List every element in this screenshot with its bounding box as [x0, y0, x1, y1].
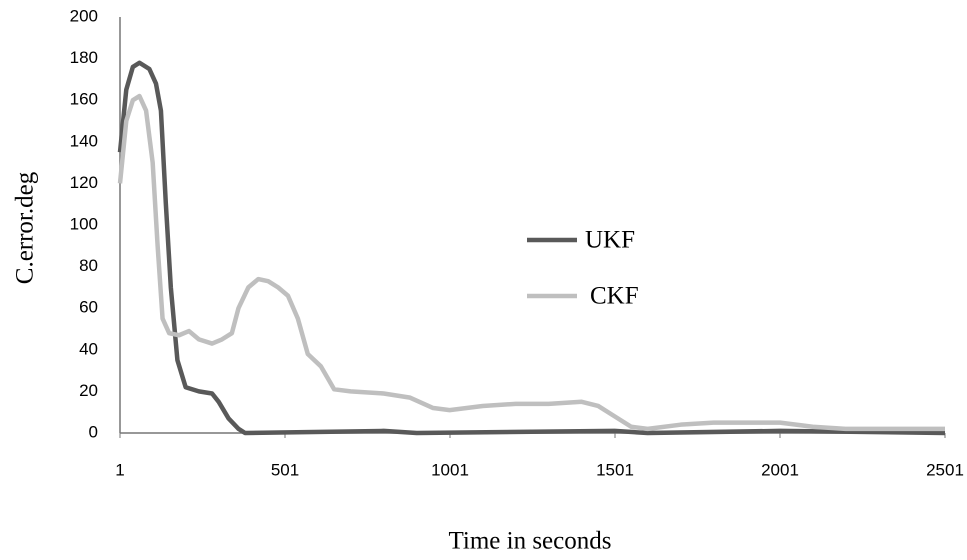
y-axis-title: C.error.deg — [12, 171, 39, 284]
line-series — [117, 93, 945, 432]
line-series — [117, 60, 946, 436]
y-tick-label: 0 — [89, 422, 98, 441]
y-tick-label: 40 — [79, 339, 98, 358]
y-tick-label: 60 — [79, 298, 98, 317]
y-tick-label: 120 — [70, 173, 98, 192]
x-tick-label: 1501 — [596, 460, 634, 479]
x-tick-label: 501 — [271, 460, 299, 479]
x-tick-label: 1 — [115, 460, 124, 479]
x-tick-label: 2501 — [926, 460, 964, 479]
y-tick-label: 160 — [70, 90, 98, 109]
x-axis-title: Time in seconds — [449, 528, 612, 555]
y-tick-label: 80 — [79, 256, 98, 275]
y-tick-label: 100 — [70, 214, 98, 233]
x-tick-label: 2001 — [761, 460, 799, 479]
x-tick-label: 1001 — [431, 460, 469, 479]
y-tick-label: 200 — [70, 6, 98, 25]
y-tick-label: 140 — [70, 131, 98, 150]
legend-label: CKF — [590, 283, 639, 310]
y-tick-label: 20 — [79, 381, 98, 400]
legend-label: UKF — [585, 227, 635, 254]
y-tick-label: 180 — [70, 48, 98, 67]
